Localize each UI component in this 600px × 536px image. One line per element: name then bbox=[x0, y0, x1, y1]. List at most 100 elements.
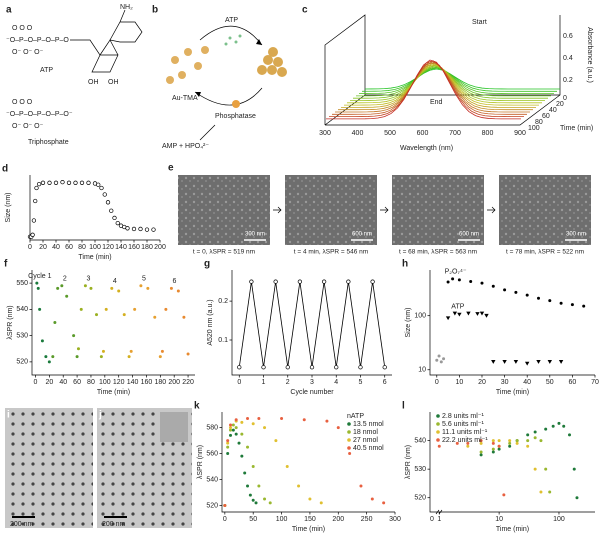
x-tick-label: 80 bbox=[87, 379, 95, 386]
legend-entry: 22.2 units ml⁻¹ bbox=[442, 437, 488, 444]
y-tick-label: 580 bbox=[206, 424, 218, 431]
panel-j: j 200 nm bbox=[97, 408, 192, 528]
x-tick-label: 140 bbox=[127, 379, 139, 386]
x-tick-label: 100 bbox=[89, 244, 101, 251]
marker bbox=[186, 352, 190, 356]
marker bbox=[263, 497, 267, 501]
marker bbox=[497, 444, 501, 448]
legend-title: nATP bbox=[347, 413, 364, 420]
au-tma-label: Au-TMA bbox=[172, 95, 198, 102]
t-tick-label: 60 bbox=[542, 113, 550, 120]
marker bbox=[66, 180, 72, 185]
marker bbox=[491, 447, 495, 451]
spectrum bbox=[361, 68, 557, 92]
marker bbox=[110, 286, 114, 290]
axes bbox=[31, 270, 195, 376]
marker bbox=[182, 315, 186, 319]
x-tick-label: 300 bbox=[389, 516, 401, 523]
marker bbox=[131, 226, 137, 232]
arrow bbox=[199, 124, 216, 141]
chain-o: O O O bbox=[12, 99, 33, 106]
marker bbox=[104, 307, 108, 311]
arrow bbox=[194, 87, 263, 106]
y-tick-label: 530 bbox=[414, 466, 426, 473]
marker bbox=[89, 286, 93, 290]
marker bbox=[99, 355, 103, 359]
x-axis-label: Time (min) bbox=[496, 526, 529, 533]
marker bbox=[572, 467, 576, 471]
marker bbox=[524, 361, 530, 366]
cluster bbox=[257, 47, 287, 77]
legend-entry: 11.1 units ml⁻¹ bbox=[442, 429, 488, 436]
marker bbox=[237, 365, 242, 370]
marker bbox=[548, 490, 552, 494]
legend-entry: 5.6 units ml⁻¹ bbox=[442, 421, 484, 428]
x-axis-label: Time (min) bbox=[78, 254, 111, 261]
marker bbox=[30, 232, 35, 237]
marker bbox=[158, 355, 162, 359]
legend-entry: 27 nmol bbox=[353, 437, 378, 444]
scale-label: 300 nm bbox=[245, 232, 265, 238]
x-axis-label: Cycle number bbox=[290, 389, 334, 396]
x-tick-label: 0 bbox=[435, 379, 439, 386]
enzyme bbox=[232, 100, 240, 108]
marker bbox=[257, 484, 261, 488]
marker bbox=[497, 439, 501, 443]
y-axis-label: Size (nm) bbox=[405, 308, 412, 338]
t-axis-label: Time (min) bbox=[560, 125, 593, 132]
series-label: 5 bbox=[142, 276, 146, 283]
marker bbox=[254, 501, 258, 505]
marker bbox=[231, 428, 235, 432]
marker bbox=[479, 311, 485, 316]
spectrum bbox=[364, 68, 560, 90]
marker bbox=[370, 497, 374, 501]
marker bbox=[491, 284, 495, 288]
marker bbox=[44, 355, 48, 359]
legend-entry: 18 nmol bbox=[353, 429, 378, 436]
oh: OH bbox=[88, 79, 99, 86]
marker bbox=[285, 465, 289, 469]
legend-entry: 2.8 units ml⁻¹ bbox=[442, 413, 484, 420]
legend-swatch bbox=[347, 446, 351, 450]
panel-label: g bbox=[204, 259, 210, 270]
y-tick-label: 100 bbox=[414, 313, 426, 320]
marker bbox=[539, 439, 543, 443]
scale-label: 600 nm bbox=[459, 232, 479, 238]
scale-label: 200 nm bbox=[102, 521, 126, 528]
marker bbox=[146, 286, 150, 290]
axes bbox=[429, 270, 595, 376]
marker bbox=[36, 181, 42, 187]
marker bbox=[359, 484, 363, 488]
triphosphate-label: Triphosphate bbox=[28, 139, 69, 146]
marker bbox=[248, 493, 252, 497]
series-label: P₂O₇⁴⁻ bbox=[445, 269, 467, 276]
marker bbox=[51, 355, 55, 359]
marker bbox=[133, 307, 137, 311]
panel-label: d bbox=[2, 164, 8, 175]
marker bbox=[53, 321, 57, 324]
sem-image bbox=[178, 175, 270, 245]
x-tick-label: 40 bbox=[523, 379, 531, 386]
x-tick-label: 60 bbox=[73, 379, 81, 386]
series-label: ATP bbox=[451, 303, 464, 310]
legend-swatch bbox=[436, 422, 440, 426]
x-tick-label: 20 bbox=[478, 379, 486, 386]
marker bbox=[79, 180, 85, 185]
marker bbox=[169, 286, 173, 290]
z-tick-label: 0.4 bbox=[563, 55, 573, 62]
marker bbox=[229, 423, 233, 427]
axis-break bbox=[435, 509, 443, 515]
marker bbox=[47, 180, 52, 185]
panel-label: b bbox=[152, 5, 158, 16]
marker bbox=[263, 426, 267, 430]
y-tick-label: 0.1 bbox=[218, 337, 228, 344]
marker bbox=[575, 496, 579, 500]
start-label: Start bbox=[472, 19, 487, 26]
x-tick-label: 20 bbox=[45, 379, 53, 386]
x-tick-label: 60 bbox=[568, 379, 576, 386]
legend-swatch bbox=[436, 438, 440, 442]
x-tick-label: 50 bbox=[546, 379, 554, 386]
marker bbox=[125, 226, 130, 231]
y-tick-label: 520 bbox=[414, 495, 426, 502]
marker bbox=[246, 445, 250, 449]
